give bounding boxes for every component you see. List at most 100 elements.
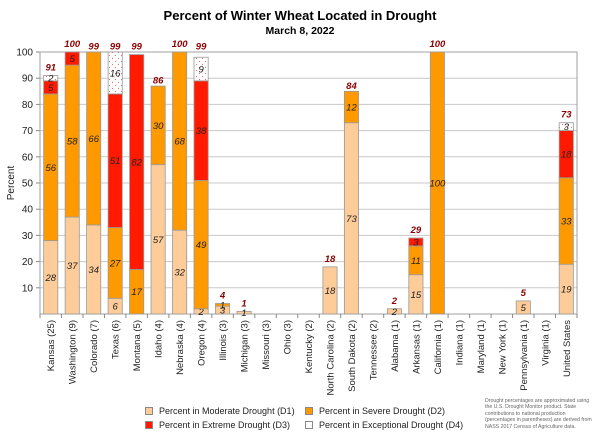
legend-swatch-d3 [145, 421, 153, 429]
bar-segment [43, 75, 59, 82]
x-tick-label: Ohio (3) [283, 320, 294, 354]
total-label: 100 [64, 39, 81, 50]
x-tick-label: South Dakota (2) [347, 320, 358, 392]
total-label: 5 [521, 288, 527, 299]
x-tick-label: Texas (6) [111, 320, 122, 359]
data-label: 30 [153, 121, 164, 132]
x-tick-label: Idaho (4) [154, 320, 165, 358]
data-label: 49 [196, 240, 207, 251]
total-label: 99 [88, 42, 99, 53]
data-label: 58 [67, 137, 78, 148]
chart-subtitle: March 8, 2022 [265, 25, 335, 37]
data-label: 68 [174, 137, 185, 148]
x-tick-label: Washington (9) [68, 320, 79, 384]
x-tick-label: Missouri (3) [261, 320, 272, 370]
data-label: 66 [88, 134, 99, 145]
x-tick-label: Illinois (3) [218, 320, 229, 361]
bar-segment [408, 237, 424, 247]
bar-segment [322, 266, 338, 315]
y-tick-label: 20 [22, 257, 34, 268]
data-label: 82 [131, 158, 142, 169]
x-tick-label: Arkansas (1) [411, 320, 422, 374]
x-tick-label: Colorado (7) [89, 320, 100, 373]
data-label: 11 [411, 256, 421, 267]
bar-segment [107, 51, 123, 95]
total-label: 4 [219, 291, 226, 302]
data-label: 5 [48, 83, 54, 94]
total-label: 29 [410, 225, 422, 236]
bar-segment [86, 51, 102, 226]
data-label: 18 [325, 286, 336, 297]
x-tick-label: Pennsylvania (1) [519, 320, 530, 391]
bar-segment [172, 51, 188, 231]
bar-segment [343, 90, 359, 124]
data-label: 2 [197, 307, 204, 318]
data-label: 16 [110, 68, 121, 79]
data-label: 32 [174, 268, 185, 279]
footnote: Drought percentages are approximated usi… [485, 398, 592, 430]
x-tick-label: Virginia (1) [540, 320, 551, 366]
legend-label-d2: Percent in Severe Drought (D2) [319, 406, 446, 416]
x-tick-label: Indiana (1) [454, 320, 465, 365]
y-tick-label: 10 [22, 283, 34, 294]
total-label: 91 [45, 63, 56, 74]
data-label: 9 [198, 65, 204, 76]
x-tick-label: Alabama (1) [390, 320, 401, 372]
legend-swatch-d1 [145, 407, 153, 415]
y-tick-label: 90 [22, 74, 34, 85]
data-label: 100 [429, 179, 446, 190]
data-label: 57 [153, 235, 164, 246]
y-tick-label: 30 [22, 231, 34, 242]
x-tick-label: Montana (5) [132, 320, 143, 371]
chart-title: Percent of Winter Wheat Located in Droug… [163, 8, 437, 23]
data-label: 12 [346, 103, 357, 114]
legend-swatch-d2 [305, 407, 313, 415]
x-tick-label: California (1) [433, 320, 444, 374]
legend-item-d4: Percent in Exceptional Drought (D4) [305, 420, 463, 430]
x-tick-label: North Carolina (2) [325, 320, 336, 396]
total-label: 99 [196, 42, 207, 53]
total-label: 1 [241, 298, 246, 309]
y-tick-label: 100 [16, 48, 33, 59]
bar-segment [429, 51, 445, 315]
total-label: 100 [172, 39, 189, 50]
bar-segment [236, 310, 252, 315]
data-label: 1 [241, 308, 246, 319]
y-tick-label: 80 [22, 100, 34, 111]
y-tick-label: 40 [22, 205, 34, 216]
data-label: 34 [88, 265, 99, 276]
x-tick-label: Nebraska (4) [175, 320, 186, 375]
legend-label-d4: Percent in Exceptional Drought (D4) [319, 420, 464, 430]
legend-swatch-d4 [305, 421, 313, 429]
bar-segment [215, 303, 231, 307]
data-label: 3 [564, 122, 570, 133]
x-tick-label: Kansas (25) [46, 320, 57, 371]
data-label: 2 [391, 307, 398, 318]
y-axis-label: Percent [6, 166, 17, 201]
total-label: 18 [325, 254, 336, 265]
legend-label-d1: Percent in Moderate Drought (D1) [159, 406, 295, 416]
total-label: 86 [153, 76, 164, 87]
x-tick-label: Tennessee (2) [368, 320, 379, 380]
data-label: 5 [521, 303, 527, 314]
x-tick-label: Michigan (3) [240, 320, 251, 372]
legend-item-d1: Percent in Moderate Drought (D1) [145, 406, 295, 416]
data-label: 56 [45, 163, 56, 174]
y-tick-label: 70 [22, 126, 34, 137]
total-label: 99 [131, 42, 142, 53]
data-label: 51 [110, 156, 121, 167]
data-label: 6 [113, 302, 119, 313]
x-tick-label: United States [562, 320, 573, 377]
bar-segment [193, 56, 209, 82]
data-label: 2 [47, 74, 54, 85]
legend-label-d3: Percent in Extreme Drought (D3) [159, 420, 291, 430]
bar-segment [129, 54, 145, 270]
total-label: 73 [561, 110, 572, 121]
data-label: 19 [561, 285, 572, 296]
bar-segment [558, 122, 574, 131]
y-tick-label: 60 [22, 152, 34, 163]
x-tick-label: New York (1) [497, 320, 508, 374]
data-label: 38 [196, 126, 207, 137]
x-tick-label: Maryland (1) [476, 320, 487, 373]
data-label: 33 [561, 216, 572, 227]
